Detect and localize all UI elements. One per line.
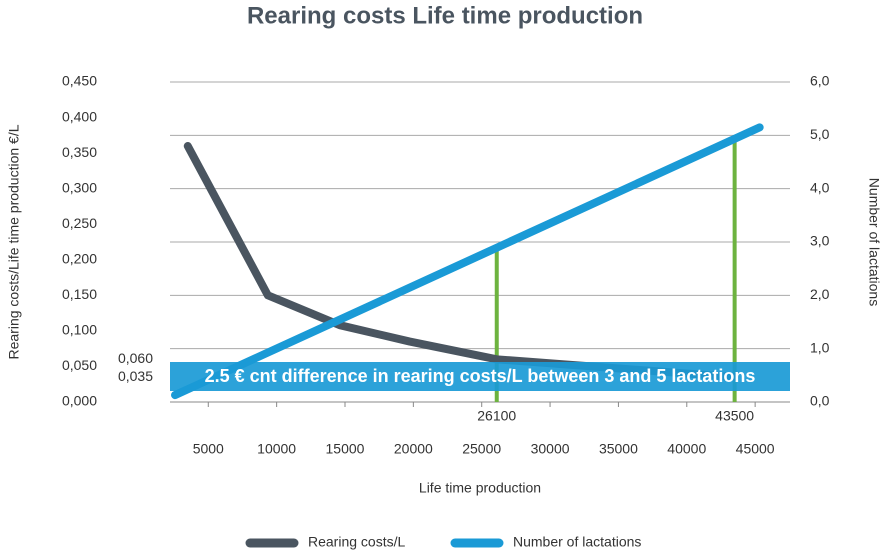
y-callout-label: 0,035 bbox=[118, 368, 153, 384]
x-tick-label: 20000 bbox=[394, 441, 433, 457]
x-axis-label: Life time production bbox=[419, 480, 541, 496]
y-tick-label: 0,200 bbox=[62, 250, 97, 266]
x-tick-label: 10000 bbox=[257, 441, 296, 457]
y2-axis-label: Number of lactations bbox=[866, 178, 880, 306]
x-tick-label: 45000 bbox=[736, 441, 775, 457]
marker-label: 26100 bbox=[477, 408, 516, 424]
y-tick-label: 0,400 bbox=[62, 108, 97, 124]
y-tick-label: 0,150 bbox=[62, 286, 97, 302]
x-tick-label: 35000 bbox=[599, 441, 638, 457]
y-tick-label: 0,050 bbox=[62, 357, 97, 373]
y2-tick-label: 2,0 bbox=[810, 286, 830, 302]
y-callout-label: 0,060 bbox=[118, 350, 153, 366]
x-tick-label: 25000 bbox=[462, 441, 501, 457]
y-tick-label: 0,450 bbox=[62, 73, 97, 89]
annotation: 2.5 € cnt difference in rearing costs/L … bbox=[205, 366, 756, 386]
y2-tick-label: 5,0 bbox=[810, 126, 830, 142]
y-tick-label: 0,350 bbox=[62, 144, 97, 160]
y2-tick-label: 0,0 bbox=[810, 393, 830, 409]
legend-label: Number of lactations bbox=[513, 534, 641, 550]
y-tick-label: 0,250 bbox=[62, 215, 97, 231]
x-tick-label: 30000 bbox=[531, 441, 570, 457]
marker-label: 43500 bbox=[715, 408, 754, 424]
y-tick-label: 0,100 bbox=[62, 322, 97, 338]
x-tick-label: 15000 bbox=[326, 441, 365, 457]
y2-tick-label: 1,0 bbox=[810, 339, 830, 355]
y-tick-label: 0,000 bbox=[62, 393, 97, 409]
x-tick-label: 5000 bbox=[193, 441, 224, 457]
legend-label: Rearing costs/L bbox=[308, 534, 405, 550]
y-tick-label: 0,300 bbox=[62, 179, 97, 195]
y2-tick-label: 3,0 bbox=[810, 233, 830, 249]
y2-tick-label: 6,0 bbox=[810, 73, 830, 89]
annotation-box bbox=[170, 362, 790, 391]
series-line bbox=[171, 123, 764, 400]
chart-title: Rearing costs Life time production bbox=[247, 2, 643, 29]
y2-tick-label: 4,0 bbox=[810, 179, 830, 195]
x-tick-label: 40000 bbox=[667, 441, 706, 457]
y-axis-label: Rearing costs/Life time production €/L bbox=[6, 124, 22, 359]
